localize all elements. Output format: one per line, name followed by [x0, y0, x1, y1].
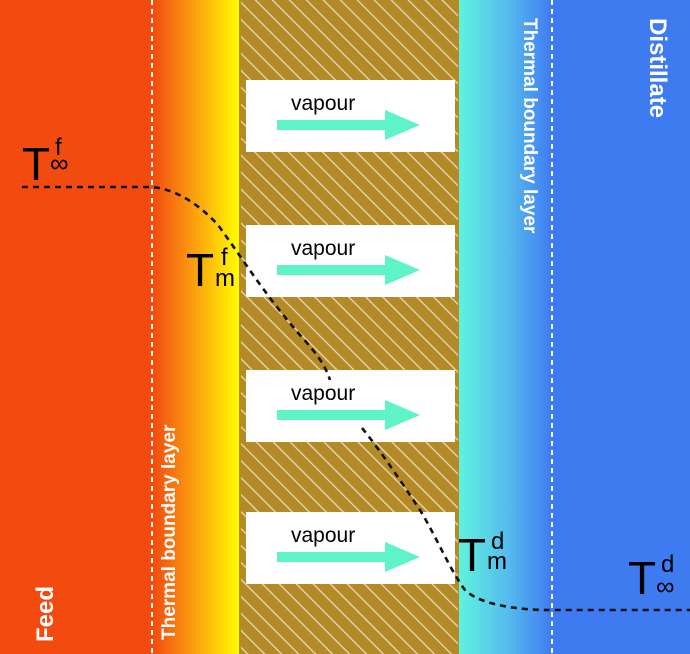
vapour-label: vapour — [291, 382, 355, 405]
t-symbol: T — [458, 529, 486, 581]
arrow-right-icon — [277, 255, 420, 285]
t-distillate-membrane-label: T d m — [458, 528, 507, 581]
t-feed-membrane-label: T f m — [186, 244, 235, 296]
t-sup: f — [221, 244, 228, 271]
t-sup: d — [661, 551, 674, 578]
distillate-region — [551, 0, 690, 654]
vapour-label: vapour — [291, 237, 355, 260]
pore-channel — [246, 512, 455, 584]
distillate-label: Distillate — [644, 18, 671, 118]
pores: vapour vapour vapour vapour — [246, 80, 455, 584]
pore: vapour — [246, 512, 455, 584]
pore: vapour — [246, 80, 455, 152]
vapour-label: vapour — [291, 92, 355, 115]
vapour-label: vapour — [291, 524, 355, 547]
distillate-boundary-layer-label: Thermal boundary layer — [519, 18, 540, 234]
t-sub: ∞ — [50, 148, 69, 178]
pore-channel — [246, 225, 455, 297]
feed-boundary-layer-label: Thermal boundary layer — [159, 424, 180, 640]
t-symbol: T — [22, 138, 50, 190]
pore-channel — [246, 370, 455, 442]
feed-label: Feed — [32, 586, 59, 642]
temperature-profile-line — [22, 185, 332, 381]
arrow-right-icon — [277, 542, 420, 572]
arrow-right-icon — [277, 400, 420, 430]
distillate-boundary-layer — [459, 0, 552, 654]
t-sup: f — [55, 134, 62, 161]
t-symbol: T — [186, 244, 214, 296]
t-sub: m — [215, 265, 235, 292]
t-feed-bulk-label: T f ∞ — [22, 134, 69, 190]
feed-boundary-layer — [152, 0, 240, 654]
feed-region — [0, 0, 153, 654]
t-sub: ∞ — [656, 571, 675, 601]
pore: vapour — [246, 370, 455, 442]
t-symbol: T — [628, 552, 656, 604]
arrow-right-icon — [277, 110, 420, 140]
pore-channel — [246, 80, 455, 152]
temperature-profile-line-lower — [360, 427, 690, 612]
t-sub: m — [487, 548, 507, 575]
t-sup: d — [491, 528, 504, 555]
t-distillate-bulk-label: T d ∞ — [628, 551, 675, 604]
pore: vapour — [246, 225, 455, 297]
